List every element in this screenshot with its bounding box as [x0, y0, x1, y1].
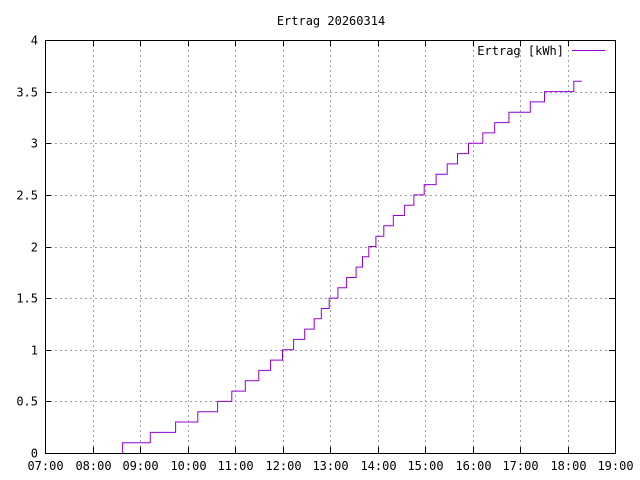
- x-tick-label: 19:00: [597, 459, 633, 473]
- y-tick-label: 0: [31, 447, 38, 461]
- legend: Ertrag [kWh]: [477, 44, 605, 58]
- legend-label: Ertrag [kWh]: [477, 44, 564, 58]
- y-tick-label: 1: [31, 344, 38, 358]
- grid: [45, 40, 615, 453]
- x-tick-label: 14:00: [360, 459, 396, 473]
- series-line: [122, 80, 582, 453]
- chart-title: Ertrag 20260314: [277, 14, 385, 28]
- x-tick-label: 18:00: [550, 459, 586, 473]
- x-tick-label: 09:00: [122, 459, 158, 473]
- x-tick-label: 10:00: [170, 459, 206, 473]
- y-tick-label: 4: [31, 34, 38, 48]
- plot-frame: [45, 40, 616, 454]
- y-tick-label: 2: [31, 241, 38, 255]
- series-layer: [122, 80, 582, 453]
- y-tick-label: 1.5: [16, 292, 38, 306]
- x-tick-label: 16:00: [455, 459, 491, 473]
- x-tick-label: 12:00: [265, 459, 301, 473]
- x-tick-label: 08:00: [75, 459, 111, 473]
- y-tick-label: 3: [31, 137, 38, 151]
- x-tick-label: 17:00: [502, 459, 538, 473]
- x-tick-label: 15:00: [407, 459, 443, 473]
- x-tick-label: 11:00: [217, 459, 253, 473]
- ticks: 07:00 08:00 09:00 10:00 11:00 12:00 13:00 14:00…: [16, 34, 633, 474]
- x-tick-label: 07:00: [27, 459, 63, 473]
- y-tick-label: 2.5: [16, 189, 38, 203]
- y-tick-label: 3.5: [16, 86, 38, 100]
- x-tick-label: 13:00: [312, 459, 348, 473]
- y-tick-label: 0.5: [16, 395, 38, 409]
